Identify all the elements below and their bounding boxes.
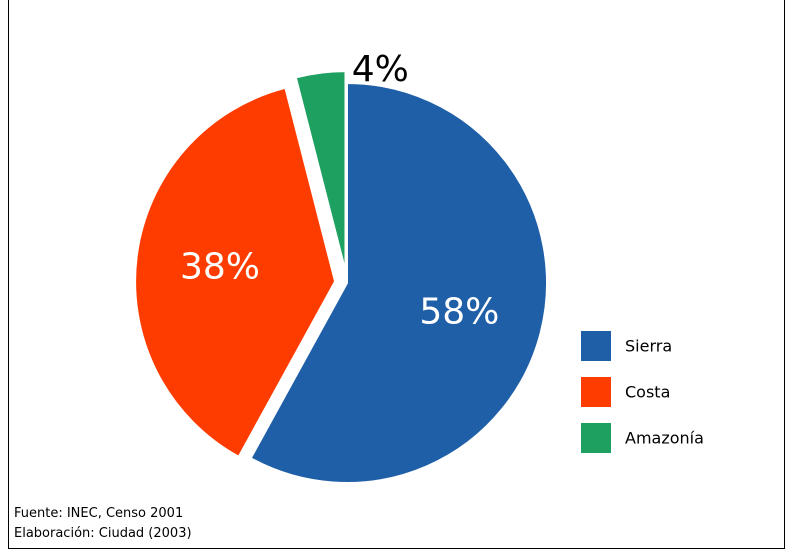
pie-slice-sierra — [249, 81, 548, 484]
pie-slice-amazonia — [294, 70, 347, 272]
slice-label-sierra: 58% — [419, 291, 499, 332]
legend-swatch-costa — [581, 377, 611, 407]
pie-slice-costa — [134, 86, 337, 459]
credit-line: Elaboración: Ciudad (2003) — [14, 526, 192, 541]
slice-label-amazonia: 4% — [352, 49, 409, 90]
legend-label-costa: Costa — [625, 383, 670, 402]
legend-label-sierra: Sierra — [625, 337, 672, 356]
legend-swatch-amazonia — [581, 423, 611, 453]
pie-chart: 58% 38% 4% Sierra Costa Amazonía — [134, 49, 704, 484]
slice-label-costa: 38% — [180, 246, 260, 287]
source-line: Fuente: INEC, Censo 2001 — [14, 506, 184, 521]
legend-label-amazonia: Amazonía — [625, 429, 704, 448]
chart-frame — [8, 0, 785, 549]
legend-swatch-sierra — [581, 331, 611, 361]
